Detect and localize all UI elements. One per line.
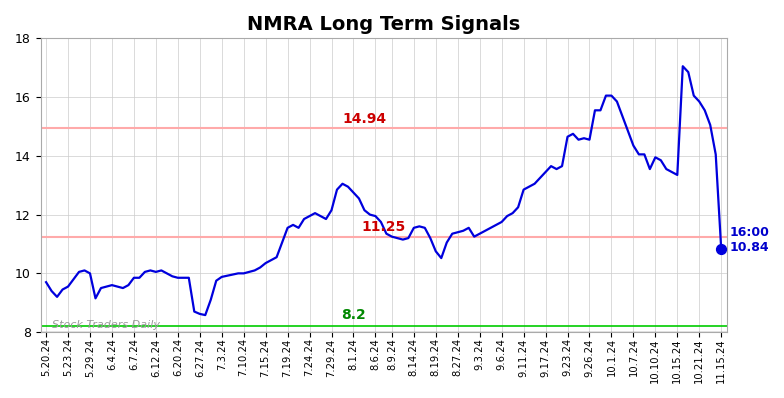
Text: 10.84: 10.84 (729, 241, 769, 254)
Text: 8.2: 8.2 (341, 308, 366, 322)
Text: Stock Traders Daily: Stock Traders Daily (52, 320, 160, 330)
Text: 16:00: 16:00 (729, 226, 769, 239)
Text: 14.94: 14.94 (343, 112, 387, 126)
Point (715, 246, 728, 252)
Text: 11.25: 11.25 (361, 220, 406, 234)
Title: NMRA Long Term Signals: NMRA Long Term Signals (247, 15, 521, 34)
